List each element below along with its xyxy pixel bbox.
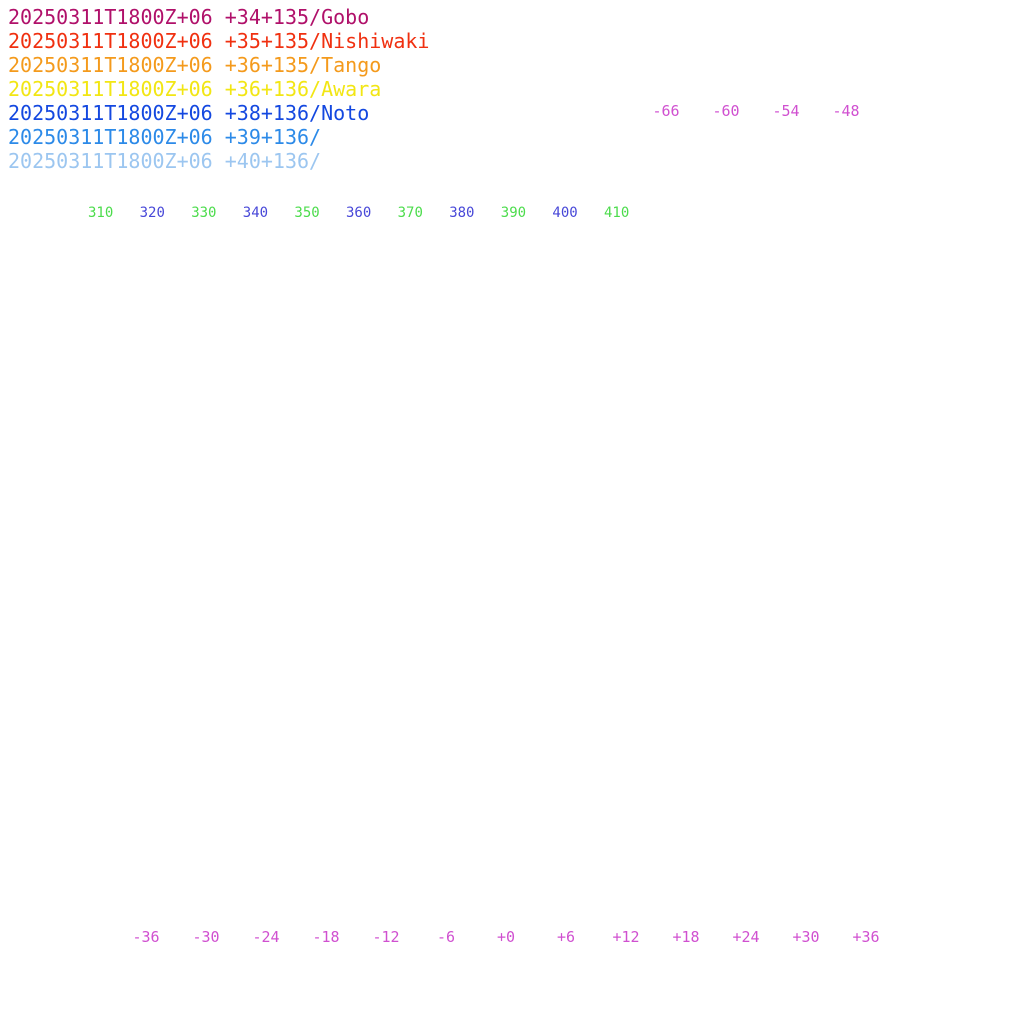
upper-temp-label: -54 xyxy=(772,102,799,120)
temp-tick-label: -30 xyxy=(192,928,219,946)
legend-entry: 20250311T1800Z+06 +34+135/Gobo xyxy=(8,5,369,29)
theta-label: 410 xyxy=(604,205,629,221)
theta-label: 400 xyxy=(552,205,577,221)
temp-tick-label: +24 xyxy=(732,928,759,946)
temp-tick-label: +12 xyxy=(612,928,639,946)
theta-label: 320 xyxy=(140,205,165,221)
legend-entry: 20250311T1800Z+06 +36+136/Awara xyxy=(8,77,381,101)
temp-tick-label: +18 xyxy=(672,928,699,946)
upper-temp-label: -60 xyxy=(712,102,739,120)
theta-label: 360 xyxy=(346,205,371,221)
legend: 20250311T1800Z+06 +34+135/Gobo20250311T1… xyxy=(8,5,429,173)
temp-tick-label: -12 xyxy=(372,928,399,946)
legend-entry: 20250311T1800Z+06 +38+136/Noto xyxy=(8,101,369,125)
theta-label: 380 xyxy=(449,205,474,221)
theta-label: 350 xyxy=(294,205,319,221)
theta-label: 370 xyxy=(398,205,423,221)
temp-tick-label: -36 xyxy=(132,928,159,946)
temp-tick-label: +6 xyxy=(557,928,575,946)
temp-tick-label: -18 xyxy=(312,928,339,946)
theta-label: 330 xyxy=(191,205,216,221)
chart-labels: 10016114m15013549m20011726m25010329m3009… xyxy=(88,102,880,946)
legend-entry: 20250311T1800Z+06 +35+135/Nishiwaki xyxy=(8,29,429,53)
temp-tick-label: -6 xyxy=(437,928,455,946)
temp-tick-label: -24 xyxy=(252,928,279,946)
temp-tick-label: +0 xyxy=(497,928,515,946)
temp-tick-label: +36 xyxy=(852,928,879,946)
upper-temp-label: -48 xyxy=(832,102,859,120)
legend-entry: 20250311T1800Z+06 +40+136/ xyxy=(8,149,321,173)
legend-entry: 20250311T1800Z+06 +39+136/ xyxy=(8,125,321,149)
legend-entry: 20250311T1800Z+06 +36+135/Tango xyxy=(8,53,381,77)
upper-temp-label: -66 xyxy=(652,102,679,120)
temp-tick-label: +30 xyxy=(792,928,819,946)
theta-label: 340 xyxy=(243,205,268,221)
theta-label: 390 xyxy=(501,205,526,221)
theta-label: 310 xyxy=(88,205,113,221)
